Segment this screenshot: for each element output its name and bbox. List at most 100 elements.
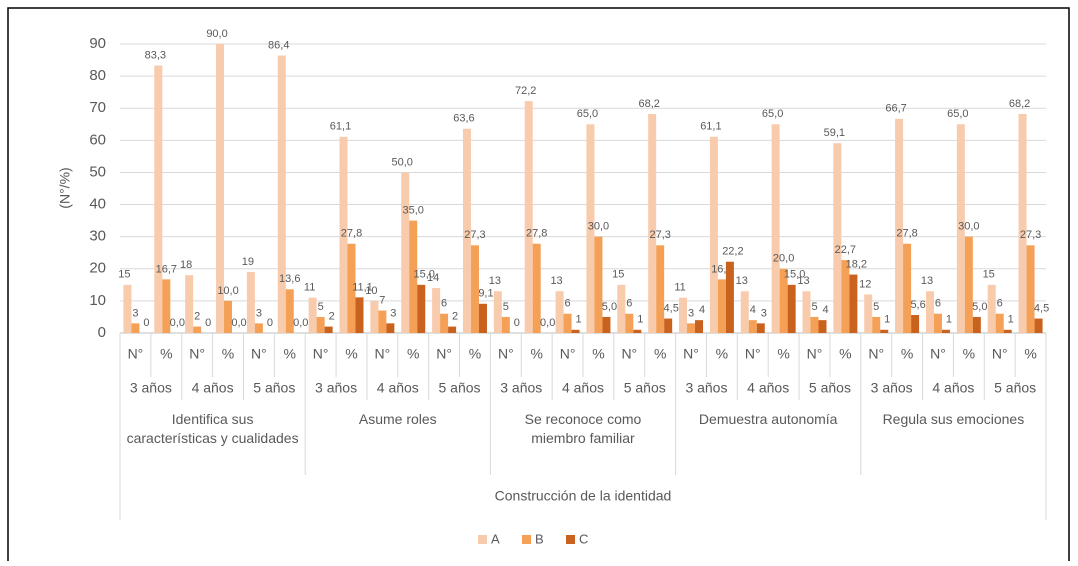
x-tick-label: % — [222, 346, 234, 362]
bar — [895, 118, 904, 334]
legend-label: A — [491, 531, 500, 546]
x-tick-label: % — [469, 346, 481, 362]
value-label: 4 — [822, 304, 828, 316]
bar — [925, 291, 934, 333]
value-label: 15 — [983, 269, 995, 281]
bar — [154, 65, 163, 334]
value-label: 4,5 — [1034, 302, 1049, 314]
value-label: 11 — [304, 282, 315, 294]
bar — [440, 313, 449, 333]
value-label: 4 — [750, 304, 756, 316]
bar — [972, 316, 981, 333]
value-label: 86,4 — [268, 39, 289, 51]
bar — [462, 128, 471, 333]
value-label: 72,2 — [515, 85, 536, 97]
bar — [725, 261, 734, 333]
y-tick-label: 0 — [98, 324, 106, 341]
value-label: 0 — [143, 317, 149, 329]
dimension-label-box: Demuestra autonomía — [699, 411, 838, 427]
age-label: 3 años — [500, 380, 542, 396]
value-label: 2 — [329, 310, 335, 322]
bar — [771, 124, 780, 334]
value-label: 5,0 — [972, 301, 987, 313]
bar — [810, 316, 819, 333]
age-label: 3 años — [871, 380, 913, 396]
value-label: 0,0 — [293, 317, 308, 329]
bar — [880, 329, 889, 333]
value-label: 3 — [761, 307, 767, 319]
value-label: 1 — [637, 314, 643, 326]
value-label: 11,1 — [352, 281, 373, 293]
bar — [185, 275, 194, 333]
x-tick-label: % — [654, 346, 666, 362]
bar — [493, 291, 502, 333]
value-label: 1 — [946, 314, 952, 326]
x-tick-label: N° — [745, 346, 761, 362]
bar — [1018, 114, 1027, 333]
legend-swatch — [566, 535, 575, 544]
value-label: 3 — [390, 307, 396, 319]
value-label: 14 — [427, 272, 439, 284]
bar — [277, 55, 286, 334]
age-label: 3 años — [130, 380, 172, 396]
value-label: 59,1 — [824, 127, 845, 139]
value-label: 1 — [884, 314, 890, 326]
x-tick-label: N° — [560, 346, 576, 362]
value-label: 0 — [514, 317, 520, 329]
value-label: 13 — [921, 275, 933, 287]
value-label: 27,8 — [341, 228, 362, 240]
bar — [602, 316, 611, 333]
x-tick-label: % — [901, 346, 913, 362]
bar — [748, 320, 757, 333]
bar — [285, 289, 294, 333]
bar — [131, 323, 140, 333]
bar — [193, 326, 202, 333]
y-tick-label: 90 — [89, 35, 106, 52]
value-label: 50,0 — [392, 156, 413, 168]
bar — [224, 300, 233, 333]
x-tick-label: N° — [807, 346, 823, 362]
bar — [872, 316, 881, 333]
x-tick-label: % — [963, 346, 975, 362]
bar — [787, 284, 796, 333]
dimension-label-box: Identifica sus características y cualida… — [126, 411, 299, 446]
bar — [162, 279, 171, 333]
value-label: 13 — [550, 275, 562, 287]
value-label: 61,1 — [330, 121, 351, 133]
value-label: 0 — [267, 317, 273, 329]
bar — [709, 136, 718, 333]
bar — [802, 291, 811, 333]
x-tick-label: N° — [128, 346, 144, 362]
legend-swatch — [522, 535, 531, 544]
bar — [818, 320, 827, 333]
bar — [339, 136, 348, 333]
dimension-label: Identifica sus características y cualida… — [126, 411, 299, 446]
value-label: 22,2 — [722, 246, 743, 258]
legend-swatch — [478, 535, 487, 544]
y-axis-label: (N°/%) — [57, 167, 73, 208]
bar — [355, 297, 364, 333]
value-label: 27,3 — [649, 229, 670, 241]
bar — [687, 323, 696, 333]
age-label: 3 años — [685, 380, 727, 396]
y-tick-label: 20 — [89, 260, 106, 277]
value-label: 11 — [674, 282, 685, 294]
value-label: 27,3 — [464, 229, 485, 241]
age-label: 4 años — [377, 380, 419, 396]
y-tick-label: 70 — [89, 99, 106, 116]
value-label: 68,2 — [638, 98, 659, 110]
value-label: 7 — [379, 294, 385, 306]
bar — [864, 294, 873, 333]
bar — [378, 310, 387, 333]
bar — [470, 245, 479, 333]
value-label: 2 — [194, 310, 200, 322]
bar — [409, 220, 418, 333]
value-label: 0,0 — [170, 317, 185, 329]
bar — [903, 243, 912, 333]
value-label: 4 — [699, 304, 705, 316]
bar — [401, 172, 410, 333]
bar — [524, 101, 533, 333]
bar — [740, 291, 749, 333]
bar — [849, 274, 858, 333]
y-tick-label: 40 — [89, 196, 106, 213]
